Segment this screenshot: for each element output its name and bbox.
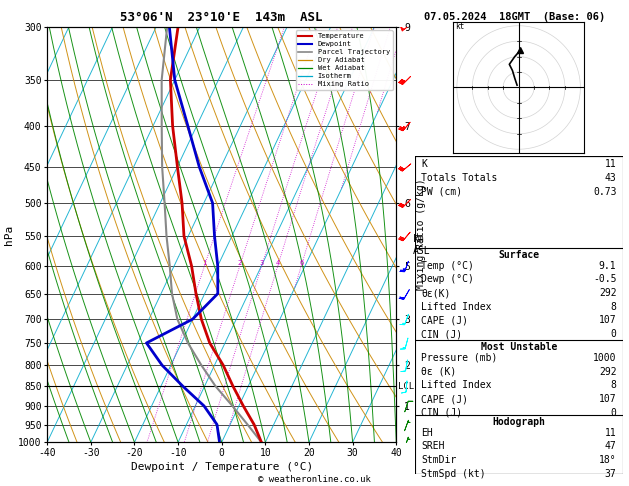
Text: 0: 0 <box>611 329 616 339</box>
Text: Temp (°C): Temp (°C) <box>421 260 474 271</box>
Legend: Temperature, Dewpoint, Parcel Trajectory, Dry Adiabat, Wet Adiabat, Isotherm, Mi: Temperature, Dewpoint, Parcel Trajectory… <box>296 30 392 90</box>
Text: kt: kt <box>455 22 465 31</box>
Text: -0.5: -0.5 <box>593 274 616 284</box>
Text: 1000: 1000 <box>593 353 616 363</box>
Text: Lifted Index: Lifted Index <box>421 302 492 312</box>
Text: Dewp (°C): Dewp (°C) <box>421 274 474 284</box>
Text: 2: 2 <box>238 260 242 266</box>
Text: 43: 43 <box>604 173 616 183</box>
Text: θε (K): θε (K) <box>421 366 457 377</box>
Text: 4: 4 <box>276 260 280 266</box>
Text: Pressure (mb): Pressure (mb) <box>421 353 498 363</box>
Text: CAPE (J): CAPE (J) <box>421 315 469 326</box>
Text: 0: 0 <box>611 408 616 417</box>
Text: 1: 1 <box>203 260 206 266</box>
Text: Surface: Surface <box>498 250 540 260</box>
Text: StmDir: StmDir <box>421 455 457 465</box>
Text: 47: 47 <box>604 441 616 451</box>
Text: 11: 11 <box>604 159 616 170</box>
Text: Lifted Index: Lifted Index <box>421 381 492 390</box>
Text: 3: 3 <box>260 260 264 266</box>
Text: CIN (J): CIN (J) <box>421 329 462 339</box>
Text: EH: EH <box>421 428 433 438</box>
Text: Most Unstable: Most Unstable <box>481 342 557 352</box>
Text: 11: 11 <box>604 428 616 438</box>
Text: θε(K): θε(K) <box>421 288 451 298</box>
Text: 292: 292 <box>599 288 616 298</box>
Text: 8: 8 <box>611 381 616 390</box>
Text: 37: 37 <box>604 469 616 479</box>
Text: 8: 8 <box>611 302 616 312</box>
Text: PW (cm): PW (cm) <box>421 187 462 197</box>
Text: © weatheronline.co.uk: © weatheronline.co.uk <box>258 474 371 484</box>
Title: 53°06'N  23°10'E  143m  ASL: 53°06'N 23°10'E 143m ASL <box>121 11 323 24</box>
Text: SREH: SREH <box>421 441 445 451</box>
Y-axis label: hPa: hPa <box>4 225 14 244</box>
Text: CIN (J): CIN (J) <box>421 408 462 417</box>
Text: LCL: LCL <box>398 382 414 391</box>
Text: 292: 292 <box>599 366 616 377</box>
Text: Mixing Ratio (g/kg): Mixing Ratio (g/kg) <box>416 179 426 290</box>
Text: 07.05.2024  18GMT  (Base: 06): 07.05.2024 18GMT (Base: 06) <box>424 12 605 22</box>
Text: 18°: 18° <box>599 455 616 465</box>
X-axis label: Dewpoint / Temperature (°C): Dewpoint / Temperature (°C) <box>131 462 313 472</box>
Text: StmSpd (kt): StmSpd (kt) <box>421 469 486 479</box>
Text: K: K <box>421 159 427 170</box>
Text: CAPE (J): CAPE (J) <box>421 394 469 404</box>
Text: Totals Totals: Totals Totals <box>421 173 498 183</box>
Text: Hodograph: Hodograph <box>493 417 545 427</box>
Y-axis label: km
ASL: km ASL <box>413 235 430 256</box>
Text: 107: 107 <box>599 315 616 326</box>
Text: 9.1: 9.1 <box>599 260 616 271</box>
Text: 0.73: 0.73 <box>593 187 616 197</box>
Text: 107: 107 <box>599 394 616 404</box>
Text: 6: 6 <box>299 260 303 266</box>
